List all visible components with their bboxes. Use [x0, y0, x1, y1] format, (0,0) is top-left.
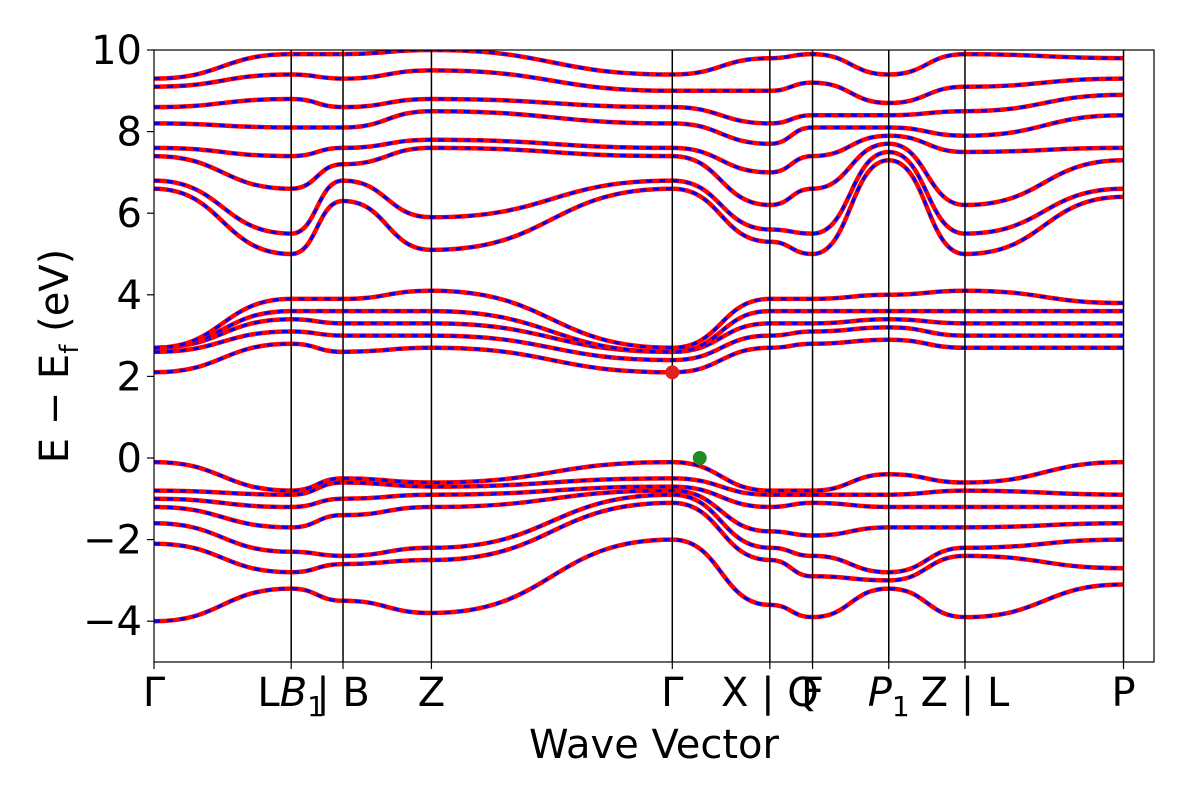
- x-tick-label: Γ: [661, 670, 684, 716]
- y-tick-label: 4: [117, 273, 142, 319]
- band-line-18-blue: [154, 68, 1124, 105]
- band-line-6-blue: [154, 460, 1124, 493]
- x-tick-label: P: [1111, 670, 1135, 716]
- plot-frame: [153, 49, 1155, 663]
- vbm-marker: [692, 451, 707, 465]
- band-line-13-blue: [154, 150, 1124, 236]
- band-line-11-blue: [154, 289, 1124, 350]
- y-tick-label: −4: [83, 599, 142, 645]
- band-line-4-blue: [154, 485, 1124, 509]
- band-line-16-blue: [154, 109, 1124, 146]
- x-axis-title: Wave Vector: [529, 722, 780, 768]
- y-axis-title-main: E − E: [32, 354, 78, 464]
- x-tick-label: Γ: [143, 670, 166, 716]
- y-tick-label: 2: [117, 354, 142, 400]
- band-line-12-red: [154, 157, 1124, 257]
- y-tick-label: −2: [83, 518, 142, 564]
- band-line-0-blue: [154, 538, 1124, 623]
- x-axis-ticks: Γ LB1| B Z Γ X | QF P1 Z | L P: [143, 662, 1136, 723]
- band-line-1-blue: [154, 501, 1124, 582]
- x-tick-label: P1: [868, 670, 910, 723]
- band-line-8-red: [154, 325, 1124, 363]
- band-line-3-blue: [154, 489, 1124, 538]
- band-line-12-blue: [154, 158, 1124, 256]
- y-axis-title: E − Ef (eV): [32, 249, 85, 464]
- y-tick-label: 0: [117, 436, 142, 482]
- y-axis-title-unit: (eV): [32, 249, 78, 332]
- extrema-markers: [665, 365, 707, 465]
- kpoint-separators: [290, 50, 1125, 662]
- band-line-5-red: [154, 476, 1124, 497]
- y-axis-ticks: −4 −2 0 2 4 6 8 10: [83, 28, 154, 645]
- x-tick-label: Z: [418, 670, 445, 716]
- band-line-7-red: [154, 337, 1124, 375]
- cbm-marker: [665, 365, 680, 380]
- x-tick-label: X | Q: [721, 670, 819, 716]
- band-line-14-blue: [154, 142, 1124, 207]
- y-tick-label: 8: [117, 110, 142, 156]
- x-tick-label: | B: [316, 670, 370, 716]
- band-line-19-blue: [154, 50, 1124, 81]
- band-line-15-blue: [154, 134, 1124, 174]
- y-axis-title-subscript: f: [55, 344, 85, 354]
- band-line-17-blue: [154, 93, 1124, 125]
- band-line-10-red: [154, 308, 1124, 355]
- y-axis-title-spacer: [32, 332, 78, 345]
- y-tick-label: 6: [117, 191, 142, 237]
- x-tick-label: LB1: [257, 670, 325, 723]
- x-tick-label: Z | L: [921, 670, 1010, 716]
- band-line-2-blue: [154, 493, 1124, 574]
- bands-layer: [154, 50, 1124, 624]
- x-tick-label: F: [801, 670, 824, 716]
- y-tick-label: 10: [91, 28, 142, 74]
